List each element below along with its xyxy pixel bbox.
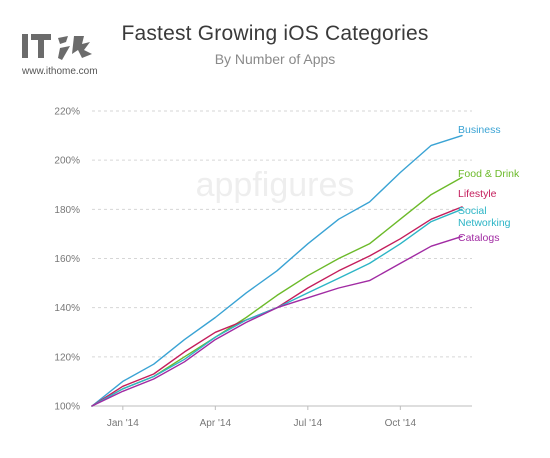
chart-title: Fastest Growing iOS Categories: [121, 22, 429, 45]
chart-subtitle: By Number of Apps: [214, 51, 336, 67]
x-tick-label: Apr '14: [200, 418, 232, 429]
series-label: Catalogs: [458, 232, 499, 244]
series-label: Food & Drink: [458, 168, 520, 180]
chart-series: [91, 134, 463, 407]
y-tick-label: 140%: [54, 303, 80, 314]
x-tick-label: Jul '14: [294, 418, 323, 429]
series-label: Social Networking: [458, 205, 511, 229]
y-tick-label: 100%: [54, 402, 80, 413]
series-label: Lifestyle: [458, 188, 497, 200]
x-tick-label: Jan '14: [107, 418, 139, 429]
y-tick-label: 160%: [54, 254, 80, 265]
series-line-food-drink: [91, 176, 463, 407]
y-tick-label: 120%: [54, 352, 80, 363]
y-tick-label: 180%: [54, 205, 80, 216]
ithome-logo-mark: [22, 34, 92, 60]
ithome-logo: www.ithome.com: [22, 30, 106, 82]
chart-series-labels: Business Food & Drink Lifestyle Social Netwo…: [458, 124, 520, 244]
chart-axes: 100% 120% 140% 160% 180% 200% 220% Jan '14 Apr '…: [54, 107, 472, 429]
appfigures-watermark: appfigures: [196, 166, 355, 204]
site-url: www.ithome.com: [22, 66, 98, 77]
y-tick-label: 200%: [54, 156, 80, 167]
series-label: Business: [458, 124, 501, 136]
y-tick-label: 220%: [54, 107, 80, 118]
x-tick-label: Oct '14: [385, 418, 417, 429]
series-line-catalogs: [91, 235, 463, 407]
series-line-lifestyle: [91, 206, 463, 407]
series-line-business: [91, 134, 463, 407]
